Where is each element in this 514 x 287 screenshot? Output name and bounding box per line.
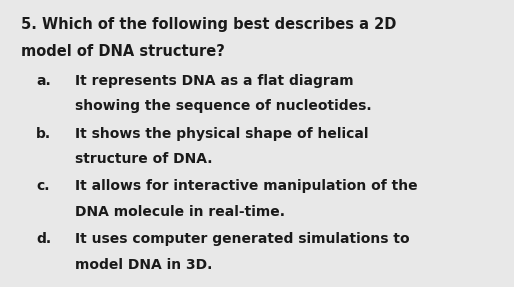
- Text: structure of DNA.: structure of DNA.: [75, 152, 212, 166]
- Text: model of DNA structure?: model of DNA structure?: [21, 44, 225, 59]
- Text: DNA molecule in real-time.: DNA molecule in real-time.: [75, 205, 285, 219]
- Text: a.: a.: [36, 74, 51, 88]
- Text: It uses computer generated simulations to: It uses computer generated simulations t…: [75, 232, 409, 246]
- Text: model DNA in 3D.: model DNA in 3D.: [75, 258, 212, 272]
- Text: It allows for interactive manipulation of the: It allows for interactive manipulation o…: [75, 179, 417, 193]
- Text: It shows the physical shape of helical: It shows the physical shape of helical: [75, 127, 368, 141]
- Text: c.: c.: [36, 179, 49, 193]
- Text: b.: b.: [36, 127, 51, 141]
- Text: It represents DNA as a flat diagram: It represents DNA as a flat diagram: [75, 74, 353, 88]
- Text: 5. Which of the following best describes a 2D: 5. Which of the following best describes…: [21, 17, 396, 32]
- Text: d.: d.: [36, 232, 51, 246]
- Text: showing the sequence of nucleotides.: showing the sequence of nucleotides.: [75, 100, 371, 113]
